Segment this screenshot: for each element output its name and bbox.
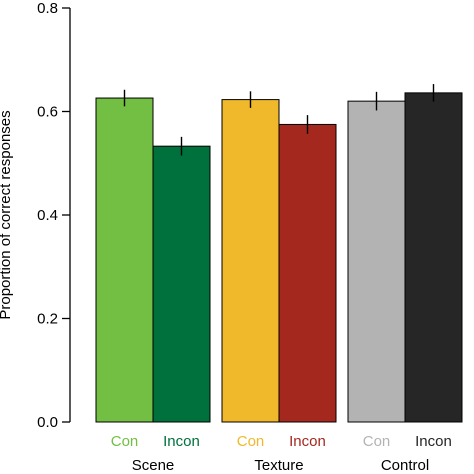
bar-label: Con <box>363 433 391 450</box>
bar-label: Incon <box>163 433 200 450</box>
axes: 0.0 0.2 0.4 0.6 0.8 <box>37 0 71 431</box>
bars <box>95 92 463 423</box>
group-label: Control <box>381 457 429 474</box>
bar <box>221 99 280 423</box>
bar <box>152 145 211 423</box>
group-label: Texture <box>254 457 303 474</box>
y-axis-label: Proportion of correct responses <box>0 110 14 319</box>
y-tick-label: 0.4 <box>37 207 58 224</box>
category-labels: Con Incon Scene Con Incon Texture Con Incon Cont… <box>111 433 452 474</box>
bar-label: Incon <box>415 433 452 450</box>
bar-label: Con <box>237 433 265 450</box>
y-tick-label: 0.2 <box>37 311 58 328</box>
y-tick-label: 0.8 <box>37 0 58 17</box>
bar-label: Con <box>111 433 139 450</box>
bar <box>404 92 463 423</box>
y-tick-label: 0.0 <box>37 414 58 431</box>
bar-label: Incon <box>289 433 326 450</box>
bar <box>278 123 337 423</box>
bar <box>95 97 154 423</box>
bar <box>347 100 406 423</box>
group-label: Scene <box>132 457 175 474</box>
y-tick-label: 0.6 <box>37 104 58 121</box>
error-bars <box>123 84 435 156</box>
